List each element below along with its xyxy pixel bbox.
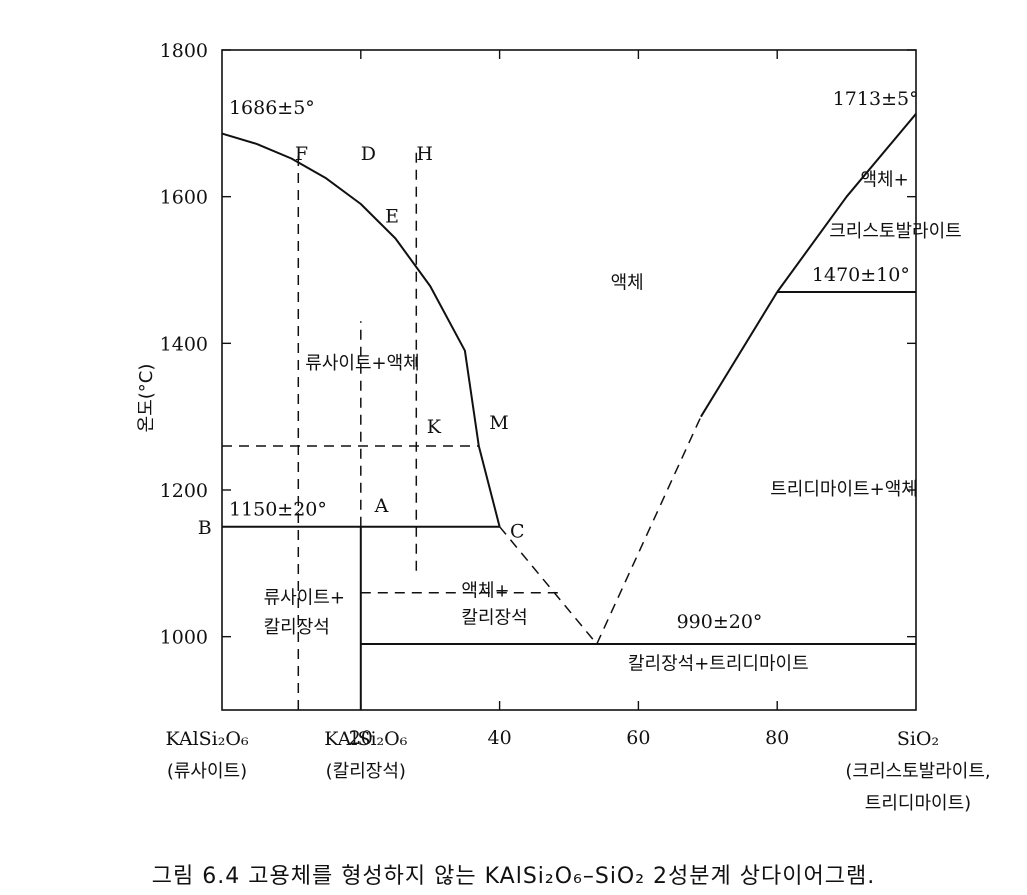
y-tick-label: 1600 — [160, 187, 208, 209]
x-tick-label: 20 — [349, 727, 373, 749]
annotation-label: 990±20° — [677, 611, 763, 633]
annotation-label: 액체+ — [461, 580, 509, 601]
annotation-label: 액체 — [611, 272, 644, 293]
x-end-label-right: (크리스토발라이트, — [845, 761, 990, 782]
x-end-label-mid: (칼리장석) — [326, 761, 406, 782]
annotation-label: 트리디마이트+액체 — [770, 479, 918, 500]
plot-frame — [221, 49, 917, 711]
y-tick-label: 1800 — [160, 40, 208, 62]
phase-boundary-line — [221, 132, 501, 527]
annotation-label: 칼리장석+트리디마이트 — [628, 654, 809, 675]
x-end-label-right: SiO₂ — [897, 728, 939, 750]
annotation-label: 칼리장석 — [461, 607, 527, 628]
annotation-label: 1470±10° — [812, 264, 910, 286]
annotation-label: A — [374, 495, 389, 517]
x-end-label-left: KAlSi₂O₆ — [165, 728, 249, 750]
annotation-label: E — [385, 205, 399, 227]
y-axis-label: 온도(°C) — [136, 364, 157, 433]
annotation-label: K — [427, 416, 442, 438]
annotation-label: 1686±5° — [229, 97, 315, 119]
x-end-label-right: 트리디마이트) — [865, 793, 971, 814]
annotation-label: F — [295, 143, 308, 165]
annotation-label: C — [510, 521, 525, 543]
annotation-label: 칼리장석 — [264, 617, 330, 638]
x-end-label-left: (류사이트) — [167, 761, 247, 782]
annotation-label: H — [416, 143, 433, 165]
annotation-label: 1150±20° — [229, 499, 327, 521]
annotation-label: D — [361, 143, 376, 165]
annotation-label: B — [198, 517, 212, 539]
annotation-label: 류사이트+ — [264, 588, 345, 609]
x-end-label-mid: KAlSi₂O₆ — [324, 728, 408, 750]
x-tick-label: 40 — [488, 727, 512, 749]
x-tick-label: 60 — [626, 727, 650, 749]
figure-caption: 그림 6.4 고용체를 형성하지 않는 KAlSi₂O₆–SiO₂ 2성분계 상… — [151, 864, 876, 889]
x-tick-label: 80 — [765, 727, 789, 749]
annotation-label: 액체+ — [860, 170, 908, 191]
phase-boundary-line — [776, 113, 917, 293]
y-tick-label: 1000 — [160, 627, 208, 649]
annotation-label: M — [489, 412, 508, 434]
annotation-label: 1713±5° — [833, 88, 919, 110]
phase-diagram: 1000 1200 1400 1600 1800 20 40 60 80 온도(°C) KAlSi₂… — [136, 40, 991, 814]
phase-boundary-line — [499, 526, 598, 645]
y-tick-label: 1400 — [160, 333, 208, 355]
annotation-label: 크리스토발라이트 — [829, 221, 961, 242]
phase-boundary-line — [596, 416, 702, 645]
annotation-label: 류사이트+액체 — [305, 353, 419, 374]
phase-boundary-line — [700, 291, 779, 418]
y-tick-label: 1200 — [160, 480, 208, 502]
